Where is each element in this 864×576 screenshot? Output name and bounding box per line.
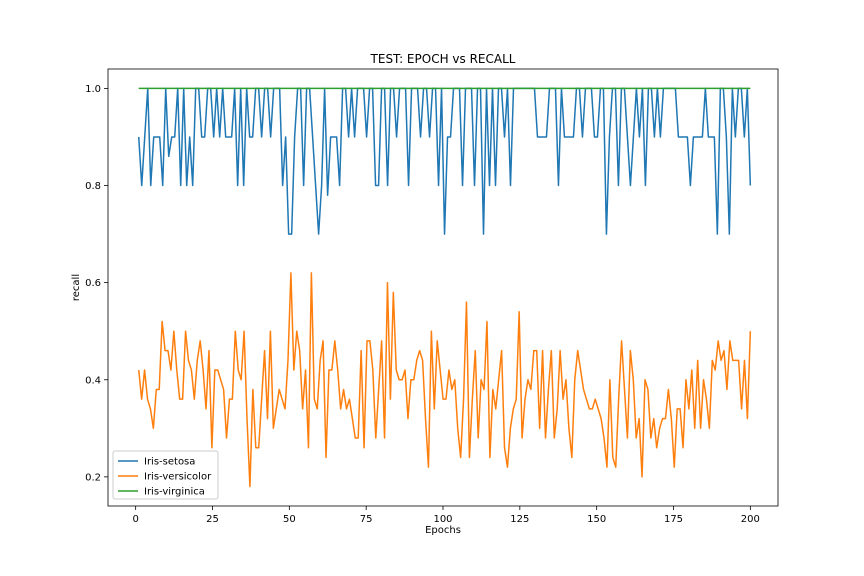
legend-label: Iris-virginica [144,487,205,498]
x-tick-label: 50 [283,514,296,525]
x-tick-label: 75 [360,514,373,525]
y-axis-label: recall [71,274,82,301]
legend-label: Iris-versicolor [144,472,212,483]
series-line-iris-versicolor [137,272,752,488]
x-axis: 0 25 50 75 100 125 150 175 200 [132,506,760,525]
chart-title: TEST: EPOCH vs RECALL [370,52,516,66]
y-tick-label: 0.6 [85,278,101,289]
y-axis: 0.2 0.4 0.6 0.8 1.0 [85,84,108,483]
x-axis-label: Epochs [425,525,461,536]
y-tick-label: 0.4 [85,375,101,386]
plot-area [107,68,779,507]
x-tick-label: 100 [433,514,452,525]
legend-label: Iris-setosa [144,457,195,468]
y-tick-label: 0.8 [85,181,101,192]
y-tick-label: 1.0 [85,84,101,95]
legend-box [112,450,219,500]
x-tick-label: 175 [664,514,683,525]
x-tick-label: 150 [587,514,606,525]
x-tick-label: 200 [741,514,760,525]
x-tick-label: 25 [206,514,219,525]
legend: Iris-setosa Iris-versicolor Iris-virginica [112,450,219,500]
series-lines [137,87,752,488]
x-tick-label: 0 [132,514,138,525]
x-tick-label: 125 [510,514,529,525]
y-tick-label: 0.2 [85,472,101,483]
